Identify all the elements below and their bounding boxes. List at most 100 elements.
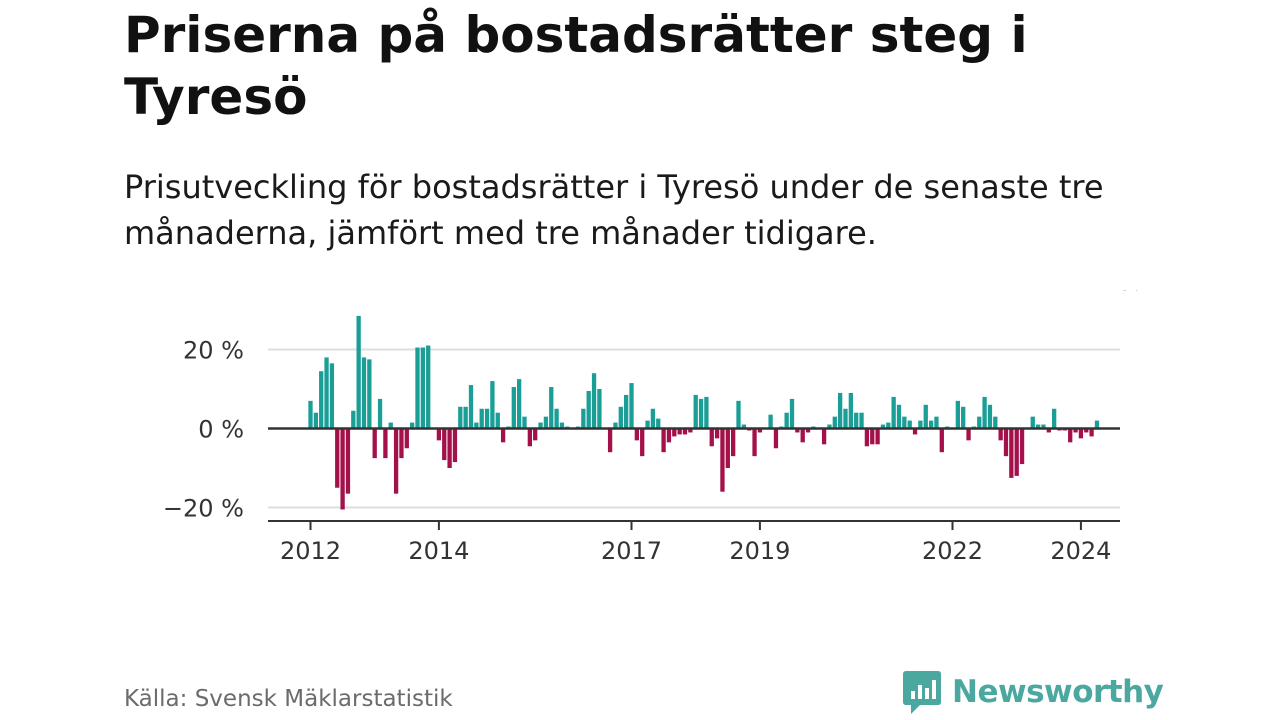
bar [928, 420, 934, 429]
bar [383, 428, 388, 459]
source-credit: Källa: Svensk Mäklarstatistik [124, 686, 453, 712]
bar [474, 422, 479, 429]
bar [661, 428, 666, 453]
bar [549, 387, 554, 429]
bar [468, 385, 474, 429]
bar [404, 428, 409, 449]
bar [859, 412, 864, 429]
bar [1084, 428, 1089, 433]
bar [682, 428, 688, 435]
bar [907, 420, 912, 429]
bar [640, 428, 645, 457]
bar [517, 379, 522, 429]
x-tick-label: 2014 [408, 537, 469, 565]
bar [356, 315, 361, 429]
bar [757, 428, 763, 433]
bar [688, 428, 693, 433]
bar [934, 416, 939, 429]
bar [447, 428, 452, 468]
x-tick-label: 2017 [601, 537, 662, 565]
bar [1009, 428, 1014, 478]
bar [714, 428, 720, 439]
x-tick-label: 2024 [1050, 537, 1111, 565]
bar [1019, 428, 1025, 465]
bar [538, 422, 543, 429]
bar [827, 424, 832, 429]
bar [410, 422, 415, 429]
bar [1052, 408, 1057, 429]
bar [1041, 424, 1046, 429]
bar [452, 428, 458, 463]
bar [308, 400, 313, 429]
bar [795, 428, 800, 433]
bar [1078, 428, 1084, 439]
y-axis-labels: 20 % 0 % −20 % [163, 337, 244, 523]
chart-subtitle: Prisutveckling för bostadsrätter i Tyres… [124, 168, 1104, 252]
bar [591, 373, 597, 429]
bar [896, 404, 902, 429]
x-tick-label: 2022 [922, 537, 983, 565]
bar [725, 428, 730, 468]
bar [977, 416, 982, 429]
bar [607, 428, 613, 453]
x-tick-label: 2019 [729, 537, 790, 565]
bar [543, 416, 549, 429]
newsworthy-logo-icon [903, 671, 941, 714]
bar [698, 398, 704, 429]
bar [789, 398, 795, 429]
bar [533, 428, 538, 441]
bar-chart: 20 % 0 % −20 % 2012 2014 2017 2019 2022 2024 2 … [163, 290, 1142, 565]
bar [1035, 424, 1041, 429]
newsworthy-logo[interactable]: Newsworthy [902, 668, 1164, 716]
bar [634, 428, 639, 441]
bar [629, 383, 634, 429]
bar [329, 363, 335, 429]
y-tick-label: 0 % [198, 416, 244, 444]
bar [319, 371, 324, 429]
bar [527, 428, 532, 447]
bar [998, 428, 1003, 441]
bar [313, 412, 318, 429]
bar [1046, 428, 1051, 433]
bar [1068, 428, 1073, 443]
bar [1094, 420, 1100, 429]
bar [902, 416, 907, 429]
bar [704, 396, 709, 429]
bar [618, 406, 623, 429]
bar [645, 420, 650, 429]
bar [864, 428, 870, 447]
bar [966, 428, 971, 441]
bar [613, 422, 618, 429]
bar [720, 428, 725, 492]
bar [1030, 416, 1035, 429]
bar [597, 389, 602, 429]
bar [886, 422, 891, 429]
bar [677, 428, 682, 435]
bar [415, 347, 420, 429]
bar [463, 406, 468, 429]
bar [420, 347, 425, 429]
bar [500, 428, 506, 443]
bar [458, 406, 463, 429]
bar [731, 428, 736, 457]
bar [666, 428, 672, 443]
bar [961, 406, 966, 429]
bar [821, 428, 827, 445]
bar [495, 412, 500, 429]
bar [559, 422, 565, 429]
bar [351, 410, 356, 429]
y-tick-label: −20 % [163, 495, 244, 523]
x-tick-label: 2012 [280, 537, 341, 565]
bar [918, 420, 923, 429]
y-tick-label: 20 % [183, 337, 244, 365]
bar [399, 428, 404, 459]
bar [832, 416, 837, 429]
bar [324, 357, 329, 429]
bar [388, 422, 393, 429]
bar [752, 428, 757, 457]
x-axis-ticks: 2012 2014 2017 2019 2022 2024 [280, 521, 1111, 565]
bar [784, 412, 789, 429]
bar [484, 408, 490, 429]
chart-title: Priserna på bostadsrätter steg i Tyresö [124, 6, 1028, 126]
bar [1073, 428, 1078, 433]
